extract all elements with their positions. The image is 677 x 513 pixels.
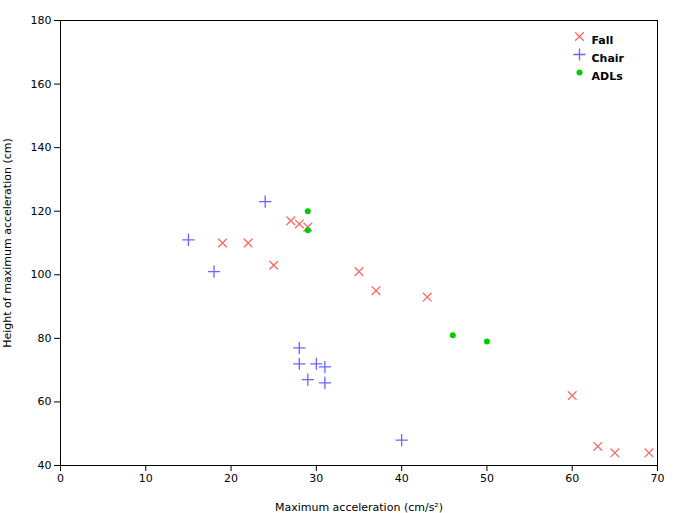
svg-text:140: 140 <box>31 141 52 154</box>
svg-text:60: 60 <box>38 395 52 408</box>
svg-text:120: 120 <box>31 205 52 218</box>
svg-text:50: 50 <box>480 472 494 485</box>
svg-text:ADLs: ADLs <box>592 70 624 83</box>
svg-text:Height of maximum acceleration: Height of maximum acceleration (cm) <box>1 138 14 347</box>
svg-text:0: 0 <box>57 472 64 485</box>
svg-text:30: 30 <box>309 472 323 485</box>
svg-text:100: 100 <box>31 268 52 281</box>
svg-text:160: 160 <box>31 78 52 91</box>
svg-text:Fall: Fall <box>592 34 614 47</box>
svg-text:70: 70 <box>651 472 665 485</box>
svg-text:20: 20 <box>224 472 238 485</box>
svg-text:40: 40 <box>395 472 409 485</box>
svg-text:80: 80 <box>38 332 52 345</box>
svg-text:Maximum acceleration (cm/s²): Maximum acceleration (cm/s²) <box>275 501 443 513</box>
svg-text:Chair: Chair <box>592 52 625 65</box>
svg-text:180: 180 <box>31 14 52 27</box>
svg-text:10: 10 <box>139 472 153 485</box>
svg-text:60: 60 <box>565 472 579 485</box>
svg-text:40: 40 <box>38 459 52 472</box>
